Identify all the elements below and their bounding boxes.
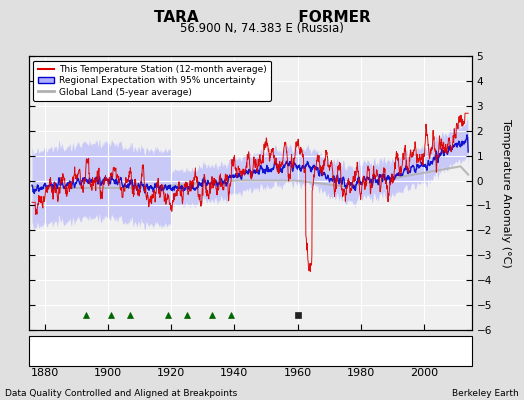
Text: Empirical Break: Empirical Break: [378, 346, 449, 356]
Text: 1880: 1880: [30, 368, 59, 378]
Text: 56.900 N, 74.383 E (Russia): 56.900 N, 74.383 E (Russia): [180, 22, 344, 35]
Text: TARA                   FORMER: TARA FORMER: [154, 10, 370, 25]
Text: 2000: 2000: [410, 368, 438, 378]
Text: Time of Obs. Change: Time of Obs. Change: [267, 346, 362, 356]
Text: 1920: 1920: [157, 368, 185, 378]
Legend: This Temperature Station (12-month average), Regional Expectation with 95% uncer: This Temperature Station (12-month avera…: [34, 60, 271, 101]
Text: Berkeley Earth: Berkeley Earth: [452, 389, 519, 398]
Text: Station Move: Station Move: [46, 346, 105, 356]
Text: 1900: 1900: [94, 368, 122, 378]
Text: ▼: ▼: [256, 346, 264, 356]
Text: Data Quality Controlled and Aligned at Breakpoints: Data Quality Controlled and Aligned at B…: [5, 389, 237, 398]
Text: ◆: ◆: [35, 346, 42, 356]
Text: 1940: 1940: [220, 368, 248, 378]
Text: ■: ■: [366, 346, 375, 356]
Text: 1980: 1980: [347, 368, 375, 378]
Y-axis label: Temperature Anomaly (°C): Temperature Anomaly (°C): [501, 119, 511, 267]
Text: 1960: 1960: [283, 368, 312, 378]
Text: ▲: ▲: [145, 346, 152, 356]
Text: Record Gap: Record Gap: [156, 346, 209, 356]
